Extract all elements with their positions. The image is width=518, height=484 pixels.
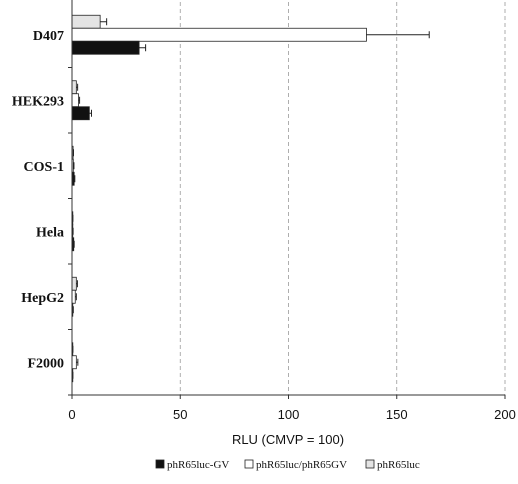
- category-label: COS-1: [24, 160, 64, 175]
- category-labels: D407 HEK293 COS-1 Hela HepG2 F2000: [12, 29, 64, 372]
- x-axis-title: RLU (CMVP = 100): [232, 432, 344, 447]
- x-tick-label: 200: [494, 407, 516, 422]
- x-tick-label: 50: [173, 407, 187, 422]
- category-label: F2000: [27, 356, 64, 371]
- x-tick-label: 100: [278, 407, 300, 422]
- category-label: Hela: [36, 225, 64, 240]
- legend-label: phR65luc-GV: [167, 459, 229, 471]
- bar: [71, 106, 90, 121]
- x-tick-label: 150: [386, 407, 408, 422]
- category-label: HepG2: [21, 291, 64, 306]
- x-tick-label: 0: [68, 407, 75, 422]
- x-tick-labels: 0 50 100 150 200: [68, 395, 516, 422]
- legend-label: phR65luc: [377, 459, 420, 471]
- bar: [71, 40, 140, 55]
- category-label: D407: [33, 29, 64, 44]
- legend: phR65luc-GV phR65luc/phR65GV phR65luc: [155, 459, 420, 471]
- bar: [71, 14, 101, 29]
- bar: [71, 80, 77, 95]
- legend-swatch: [244, 459, 254, 469]
- legend-swatch: [365, 459, 375, 469]
- category-label: HEK293: [12, 94, 64, 109]
- bar: [71, 355, 77, 370]
- legend-swatch: [155, 459, 165, 469]
- gridlines: [179, 2, 506, 395]
- bars: [68, 14, 430, 396]
- bar: [71, 27, 367, 42]
- bar: [71, 93, 79, 108]
- legend-label: phR65luc/phR65GV: [256, 459, 347, 471]
- bar: [71, 276, 77, 291]
